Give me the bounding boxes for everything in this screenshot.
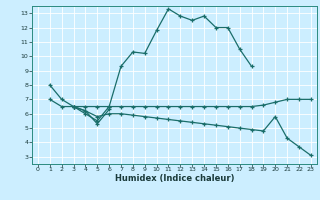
X-axis label: Humidex (Indice chaleur): Humidex (Indice chaleur) xyxy=(115,174,234,183)
